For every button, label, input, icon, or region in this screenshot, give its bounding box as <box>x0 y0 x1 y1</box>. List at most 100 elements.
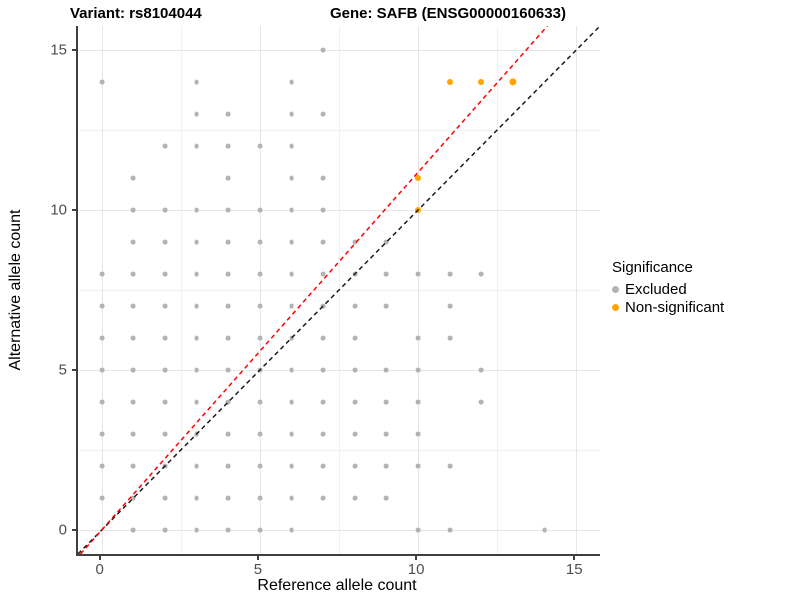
x-tick-label-10: 10 <box>407 561 425 578</box>
data-point-excluded <box>320 431 326 437</box>
data-point-excluded <box>320 399 326 405</box>
data-point-excluded <box>99 431 105 437</box>
non-significant-dot-icon <box>612 303 619 311</box>
data-point-excluded <box>257 495 263 501</box>
data-point-excluded <box>320 111 326 117</box>
data-point-excluded <box>225 303 231 309</box>
data-point-excluded <box>415 463 421 469</box>
data-point-excluded <box>225 111 231 117</box>
y-tick-label-5: 5 <box>58 361 67 379</box>
data-point-excluded <box>162 495 168 501</box>
data-point-excluded <box>289 527 294 533</box>
data-point-excluded <box>99 79 105 85</box>
plot-title-variant: Variant: rs8104044 <box>70 5 202 22</box>
y-tick-label-15: 15 <box>50 41 67 59</box>
data-point-excluded <box>99 271 105 277</box>
x-tick-label-5: 5 <box>253 561 263 578</box>
data-point-excluded <box>99 335 105 341</box>
data-point-excluded <box>130 399 136 405</box>
data-point-excluded <box>478 399 484 405</box>
data-point-excluded <box>289 207 294 213</box>
data-point-excluded <box>99 367 105 373</box>
y-tick-mark-15 <box>72 49 76 51</box>
data-point-excluded <box>194 367 200 373</box>
data-point-excluded <box>289 79 294 85</box>
data-point-excluded <box>542 527 548 533</box>
x-tick-mark-15 <box>573 556 576 560</box>
data-point-excluded <box>447 463 453 469</box>
data-point-excluded <box>225 463 231 469</box>
data-point-excluded <box>447 303 453 309</box>
data-point-excluded <box>130 239 136 245</box>
x-tick-mark-0 <box>98 556 101 560</box>
gridline-y-12.5 <box>78 130 600 131</box>
data-point-excluded <box>289 175 294 181</box>
y-tick-mark-10 <box>72 209 76 211</box>
data-point-excluded <box>162 303 168 309</box>
data-point-excluded <box>130 495 136 501</box>
data-point-excluded <box>447 271 453 277</box>
data-point-excluded <box>289 239 294 245</box>
data-point-excluded <box>162 207 168 213</box>
data-point-excluded <box>415 335 421 341</box>
data-point-excluded <box>225 367 231 373</box>
data-point-excluded <box>130 367 136 373</box>
data-point-excluded <box>447 335 453 341</box>
identity-line <box>78 26 600 554</box>
gridline-x-15 <box>576 26 578 554</box>
data-point-non-significant <box>446 79 453 85</box>
data-point-excluded <box>320 367 326 373</box>
gridline-y-10 <box>78 210 600 211</box>
data-point-excluded <box>320 239 326 245</box>
data-point-excluded <box>257 303 263 309</box>
x-axis: 0 5 10 15 <box>76 556 598 580</box>
reference-lines-layer <box>78 26 600 554</box>
data-point-excluded <box>320 463 326 469</box>
data-point-excluded <box>194 463 200 469</box>
data-point-excluded <box>225 175 231 181</box>
data-point-excluded <box>352 399 358 405</box>
data-point-excluded <box>162 239 168 245</box>
data-point-excluded <box>384 399 389 405</box>
excluded-dot-icon <box>612 285 619 293</box>
data-point-excluded <box>225 335 231 341</box>
data-point-excluded <box>320 303 326 309</box>
data-point-excluded <box>257 143 263 149</box>
x-tick-mark-5 <box>256 556 259 560</box>
y-tick-mark-0 <box>72 529 76 531</box>
data-point-excluded <box>257 207 263 213</box>
data-point-excluded <box>320 207 326 213</box>
data-point-excluded <box>130 335 136 341</box>
data-point-excluded <box>194 495 200 501</box>
data-point-excluded <box>162 335 168 341</box>
legend-label-excluded: Excluded <box>625 280 687 298</box>
x-tick-label-15: 15 <box>565 561 583 578</box>
legend-title: Significance <box>612 259 693 276</box>
legend-item-excluded: Excluded <box>612 280 724 298</box>
data-point-excluded <box>320 495 326 501</box>
x-tick-mark-10 <box>415 556 418 560</box>
data-point-excluded <box>415 367 421 373</box>
data-point-excluded <box>194 335 200 341</box>
data-point-excluded <box>225 431 231 437</box>
data-point-excluded <box>130 207 136 213</box>
data-point-excluded <box>384 431 389 437</box>
data-point-excluded <box>225 207 231 213</box>
data-point-excluded <box>225 399 231 405</box>
data-point-excluded <box>289 463 294 469</box>
data-point-excluded <box>194 143 200 149</box>
data-point-excluded <box>320 335 326 341</box>
plot-title-gene: Gene: SAFB (ENSG00000160633) <box>330 5 566 22</box>
data-point-excluded <box>257 463 263 469</box>
gridline-y-15 <box>78 50 600 51</box>
data-point-excluded <box>289 367 294 373</box>
data-point-excluded <box>384 303 389 309</box>
data-point-excluded <box>162 271 168 277</box>
data-point-excluded <box>162 143 168 149</box>
data-point-excluded <box>415 399 421 405</box>
data-point-excluded <box>415 431 421 437</box>
data-point-excluded <box>194 271 200 277</box>
data-point-excluded <box>162 399 168 405</box>
x-tick-label-0: 0 <box>95 561 104 578</box>
